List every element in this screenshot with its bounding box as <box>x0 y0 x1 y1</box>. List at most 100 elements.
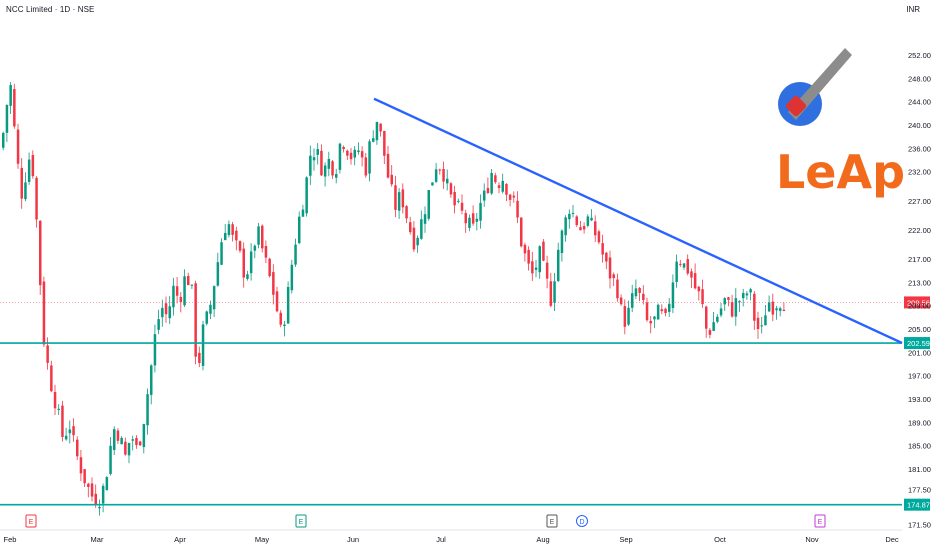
candle-body <box>631 293 634 308</box>
x-tick-label: Aug <box>536 535 549 544</box>
candle-body <box>264 246 268 258</box>
candle-body <box>442 168 445 182</box>
candle-body <box>534 267 538 270</box>
candle-body <box>5 105 9 133</box>
support-price-tag <box>904 498 930 511</box>
candle-body <box>175 286 179 296</box>
x-tick-label: Oct <box>714 535 727 544</box>
y-tick-label: 193.00 <box>908 395 931 404</box>
candle-body <box>24 182 27 200</box>
chart-title: NCC Limited · 1D · NSE <box>6 5 95 14</box>
candle-body <box>90 483 94 497</box>
candle-body <box>272 272 275 295</box>
x-tick-label: Sep <box>619 535 632 544</box>
candle-body <box>268 258 271 277</box>
candle-body <box>64 435 68 440</box>
y-tick-label: 205.00 <box>908 325 931 334</box>
candle-body <box>771 301 775 315</box>
event-letter: E <box>299 519 304 526</box>
candle-body <box>582 226 586 230</box>
y-tick-label: 177.50 <box>908 485 931 494</box>
earnings-icon <box>295 514 307 528</box>
candle-body <box>342 146 345 150</box>
candle-body <box>39 220 42 286</box>
candle-body <box>301 209 305 217</box>
candle-body <box>590 217 593 221</box>
candle-body <box>209 304 212 314</box>
candle-body <box>779 308 782 311</box>
candle-body <box>760 325 763 327</box>
event-marker: E <box>295 514 307 528</box>
candle-body <box>708 330 712 335</box>
candle-body <box>50 365 53 392</box>
candle-body <box>697 286 701 292</box>
candle-body <box>782 309 786 311</box>
candle-body <box>127 442 131 456</box>
y-tick-label: 244.00 <box>908 98 931 107</box>
candle-body <box>390 174 393 185</box>
candle-body <box>164 303 168 315</box>
candle-body <box>668 303 671 312</box>
candle-body <box>205 311 208 324</box>
earnings-icon <box>546 514 558 528</box>
candle-body <box>116 430 120 441</box>
candle-body <box>201 324 205 366</box>
candle-body <box>16 129 20 164</box>
candle-body <box>446 178 449 184</box>
candle-body <box>464 213 467 224</box>
candle-body <box>335 174 338 178</box>
candle-body <box>360 151 364 158</box>
y-tick-label: 248.00 <box>908 74 931 83</box>
candle-body <box>490 172 493 194</box>
support-price-label: 174.87 <box>907 501 930 510</box>
candle-body <box>423 214 427 224</box>
candle-body <box>397 192 401 211</box>
candle-body <box>187 276 190 286</box>
candle-body <box>98 506 101 509</box>
candle-body <box>531 261 534 274</box>
candle-body <box>150 365 153 395</box>
candle-body <box>723 298 726 305</box>
candle-body <box>68 429 72 434</box>
candle-body <box>327 158 331 169</box>
earnings-icon <box>814 514 826 528</box>
candle-body <box>453 191 456 206</box>
time-axis: Feb Mar Apr May Jun Jul Aug Sep Oct Nov Dec <box>0 529 902 544</box>
y-tick-label: 185.00 <box>908 442 931 451</box>
candle-body <box>242 248 245 278</box>
candle-body <box>494 175 497 183</box>
candle-body <box>261 225 264 249</box>
candle-body <box>349 152 353 160</box>
earnings-icon <box>25 514 37 528</box>
candle-body <box>46 345 49 363</box>
candle-body <box>619 297 623 305</box>
candle-body <box>161 307 164 318</box>
candle-body <box>13 89 16 127</box>
candle-body <box>605 252 608 262</box>
candle-body <box>705 306 708 329</box>
y-tick-label: 213.00 <box>908 278 931 287</box>
candle-body <box>372 138 375 142</box>
candle-body <box>331 161 334 176</box>
candle-body <box>549 281 553 306</box>
candle-body <box>109 445 112 474</box>
candle-body <box>290 264 294 291</box>
candle-body <box>512 195 516 198</box>
candle-body <box>653 316 656 320</box>
candle-body <box>749 289 752 293</box>
y-tick-label: 217.00 <box>908 255 931 264</box>
candle-body <box>31 155 35 177</box>
candle-body <box>560 230 564 254</box>
candle-body <box>153 334 157 366</box>
candle-body <box>235 230 238 241</box>
candle-body <box>124 441 127 455</box>
event-marker: E <box>546 514 558 528</box>
candle-body <box>638 287 641 293</box>
candle-body <box>690 271 693 278</box>
candle-body <box>734 298 738 317</box>
candle-body <box>383 130 386 156</box>
candle-body <box>508 194 512 200</box>
candle-body <box>701 289 704 305</box>
candle-body <box>83 469 86 484</box>
